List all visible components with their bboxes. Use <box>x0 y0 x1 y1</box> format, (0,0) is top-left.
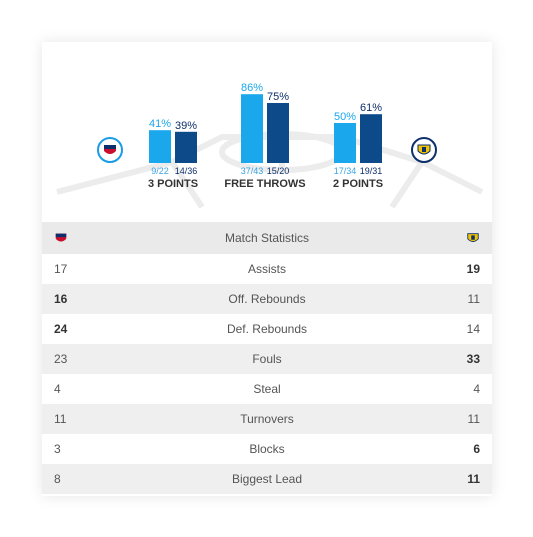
stat-label: Steal <box>253 382 281 396</box>
match-stats-card: 41% 9/22 39% 14/36 3 POINTS 86% 37/43 75% 15/20 F… <box>42 42 492 496</box>
shooting-chart-panel: 41% 9/22 39% 14/36 3 POINTS 86% 37/43 75% 15/20 F… <box>42 42 492 222</box>
home-bar <box>334 123 356 163</box>
away-value: 11 <box>467 292 480 306</box>
away-bar <box>360 114 382 163</box>
table-row: 24 Def. Rebounds 14 <box>42 314 492 344</box>
stat-label: Off. Rebounds <box>228 292 306 306</box>
home-value: 17 <box>54 262 68 276</box>
home-value: 23 <box>54 352 68 366</box>
home-fraction-label: 9/22 <box>151 166 169 176</box>
away-value: 19 <box>466 262 480 276</box>
home-bar <box>241 94 263 163</box>
table-row: 23 Fouls 33 <box>42 344 492 374</box>
table-row: 4 Steal 4 <box>42 374 492 404</box>
home-percentage-label: 50% <box>334 111 356 123</box>
shooting-percentages-chart: 41% 9/22 39% 14/36 3 POINTS 86% 37/43 75% 15/20 F… <box>148 82 383 190</box>
home-bar <box>149 130 171 163</box>
home-value: 11 <box>54 412 67 426</box>
category-label: 3 POINTS <box>148 178 198 190</box>
home-fraction-label: 17/34 <box>334 166 357 176</box>
away-fraction-label: 15/20 <box>267 166 290 176</box>
table-row: 3 Blocks 6 <box>42 434 492 464</box>
away-value: 11 <box>467 472 480 486</box>
away-value: 4 <box>473 382 480 396</box>
table-row: 17 Assists 19 <box>42 254 492 284</box>
home-value: 8 <box>54 472 61 486</box>
stat-label: Blocks <box>249 442 285 456</box>
away-percentage-label: 75% <box>267 91 289 103</box>
away-bar <box>267 103 289 163</box>
category-label: 2 POINTS <box>333 178 383 190</box>
home-value: 24 <box>54 322 68 336</box>
cska-logo-icon <box>104 145 116 154</box>
away-value: 33 <box>466 352 480 366</box>
home-team-logo[interactable] <box>97 137 123 163</box>
category-label: FREE THROWS <box>224 178 305 190</box>
away-fraction-label: 14/36 <box>175 166 198 176</box>
stat-label: Turnovers <box>240 412 294 426</box>
home-percentage-label: 86% <box>241 82 263 94</box>
stat-label: Def. Rebounds <box>226 322 308 336</box>
away-value: 11 <box>467 412 480 426</box>
home-percentage-label: 41% <box>149 118 171 130</box>
away-bar <box>175 131 197 163</box>
away-percentage-label: 61% <box>360 102 382 114</box>
table-row: 11 Turnovers 11 <box>42 404 492 434</box>
away-value: 14 <box>466 322 480 336</box>
stats-table-header: Match Statistics <box>42 222 492 254</box>
home-fraction-label: 37/43 <box>241 166 264 176</box>
cska-logo-icon <box>55 234 67 242</box>
table-row: 16 Off. Rebounds 11 <box>42 284 492 314</box>
stats-table-title: Match Statistics <box>224 231 310 245</box>
stat-label: Assists <box>247 262 286 276</box>
away-fraction-label: 19/31 <box>360 166 383 176</box>
khimki-logo-icon <box>467 233 479 243</box>
away-team-logo[interactable] <box>411 137 437 163</box>
stats-table: Match Statistics 17 Assists 19 16 Off. R… <box>42 222 492 494</box>
khimki-logo-icon <box>417 144 431 155</box>
stat-label: Biggest Lead <box>231 472 303 486</box>
away-value: 6 <box>473 442 480 456</box>
home-value: 3 <box>54 442 61 456</box>
home-value: 4 <box>54 382 61 396</box>
away-percentage-label: 39% <box>175 120 197 132</box>
table-row: 8 Biggest Lead 11 <box>42 464 492 494</box>
stat-label: Fouls <box>252 352 282 366</box>
home-value: 16 <box>54 292 68 306</box>
